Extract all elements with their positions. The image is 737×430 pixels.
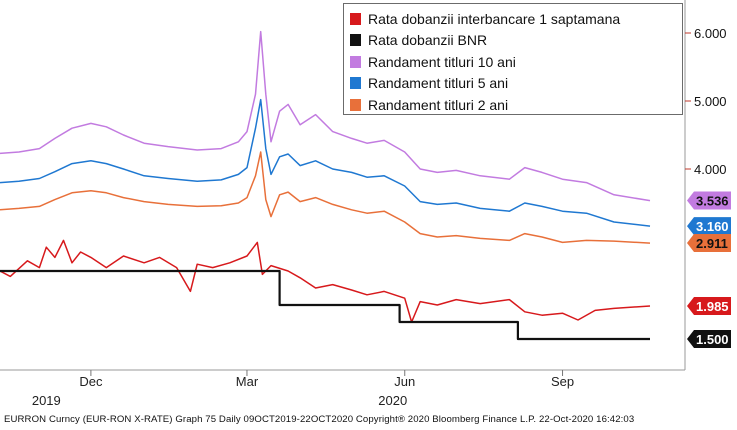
tag-label: 3.160	[696, 219, 729, 234]
x-tick-label: Sep	[551, 374, 574, 389]
legend: Rata dobanzii interbancare 1 saptamana R…	[343, 3, 683, 115]
y-tick-label: 6.000	[694, 26, 727, 41]
legend-swatch	[350, 12, 361, 25]
tag-label: 2.911	[696, 236, 728, 251]
legend-swatch	[350, 55, 361, 68]
x-tick-label: Dec	[79, 374, 103, 389]
legend-label: Rata dobanzii BNR	[368, 32, 488, 49]
last-value-tag: 3.536	[687, 191, 731, 210]
last-value-tag: 2.911	[687, 234, 731, 253]
tag-box	[687, 297, 731, 316]
legend-label: Randament titluri 10 ani	[368, 53, 516, 70]
legend-label: Randament titluri 5 ani	[368, 75, 509, 92]
legend-swatch	[350, 98, 361, 111]
series-line	[0, 269, 650, 341]
y-tick-label: 5.000	[694, 94, 727, 109]
legend-item: Rata dobanzii BNR	[350, 30, 676, 52]
legend-label: Randament titluri 2 ani	[368, 96, 509, 113]
legend-item: Randament titluri 10 ani	[350, 51, 676, 73]
tag-box	[687, 191, 731, 210]
x-year-label: 2019	[32, 393, 61, 408]
last-value-tag: 3.160	[687, 217, 731, 236]
last-value-tags: 3.536 3.160 2.911 1.985 1.500	[687, 191, 731, 348]
legend-item: Rata dobanzii interbancare 1 saptamana	[350, 8, 676, 30]
legend-item: Randament titluri 2 ani	[350, 94, 676, 116]
series-lines	[0, 30, 651, 341]
x-tick-label: Mar	[236, 374, 259, 389]
tag-box	[687, 234, 731, 253]
tag-box	[687, 217, 731, 236]
x-year-label: 2020	[378, 393, 407, 408]
last-value-tag: 1.500	[687, 330, 731, 348]
legend-item: Randament titluri 5 ani	[350, 73, 676, 95]
footer-source: EURRON Curncy (EUR-RON X-RATE) Graph 75 …	[4, 414, 635, 425]
y-tick-label: 4.000	[694, 162, 727, 177]
axis-ticks: 6.000 5.000 4.000 Dec Mar Jun Sep 2019 2020	[32, 26, 727, 408]
series-line	[0, 151, 651, 244]
series-line	[0, 239, 651, 323]
tag-label: 1.985	[696, 299, 729, 314]
legend-swatch	[350, 34, 361, 47]
last-value-tag: 1.985	[687, 297, 731, 316]
series-line	[0, 98, 651, 227]
legend-swatch	[350, 77, 361, 90]
series-line	[0, 30, 651, 202]
x-tick-label: Jun	[394, 374, 415, 389]
tag-box	[687, 330, 731, 348]
tag-label: 3.536	[696, 194, 729, 209]
legend-label: Rata dobanzii interbancare 1 saptamana	[368, 10, 621, 27]
tag-label: 1.500	[696, 332, 729, 347]
